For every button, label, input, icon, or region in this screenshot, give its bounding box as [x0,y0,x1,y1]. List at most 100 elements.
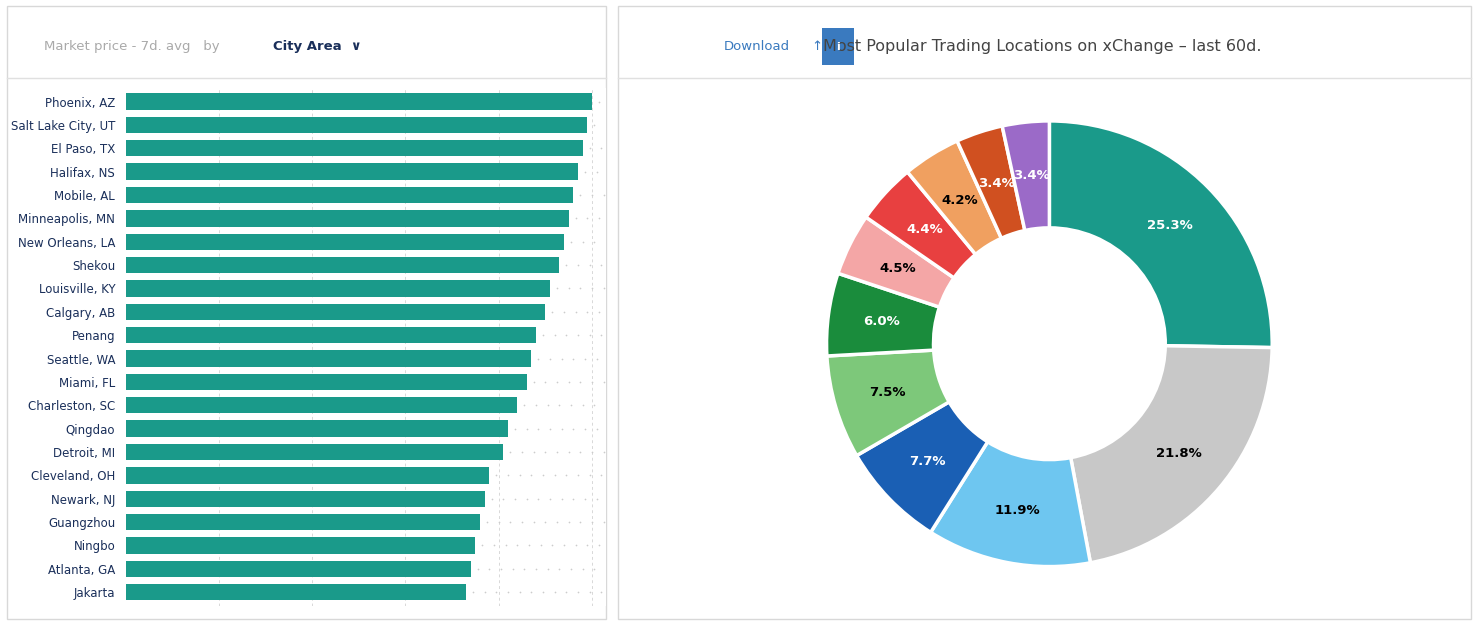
Point [587,541,610,551]
Point [587,213,610,223]
Point [537,400,560,410]
Point [562,494,585,504]
Bar [126,584,466,601]
Text: Most Popular Trading Locations on xChange – last 60d.: Most Popular Trading Locations on xChang… [823,39,1261,54]
Point [534,517,557,527]
Point [590,143,613,153]
Text: 4.2%: 4.2% [941,194,978,207]
Point [566,588,590,598]
Bar [126,444,504,460]
Point [569,517,593,527]
Point [501,564,525,574]
Point [569,447,593,457]
Point [545,517,569,527]
Point [573,167,597,177]
Point [508,588,532,598]
Point [494,541,517,551]
Point [575,541,599,551]
Wedge shape [907,141,1002,254]
Point [554,588,578,598]
Point [485,471,508,481]
Point [497,588,520,598]
Bar [126,187,573,203]
Text: Download: Download [724,41,791,53]
Point [581,377,605,387]
Point [520,471,544,481]
Point [590,260,613,270]
Point [498,447,522,457]
Point [578,471,602,481]
Point [522,517,545,527]
Point [505,541,529,551]
Point [557,284,581,294]
Point [489,564,513,574]
Point [581,517,605,527]
Point [542,330,566,340]
Point [557,377,581,387]
Point [547,564,571,574]
Text: 6.0%: 6.0% [863,315,900,328]
Point [581,284,605,294]
Point [569,190,593,200]
Point [547,400,571,410]
Point [531,471,554,481]
Point [513,400,537,410]
Point [482,541,505,551]
Bar [126,117,587,133]
Wedge shape [1049,121,1273,348]
Point [569,284,593,294]
Point [522,377,545,387]
Wedge shape [866,172,975,278]
Point [498,517,522,527]
Point [591,517,615,527]
Point [573,494,597,504]
Point [563,213,587,223]
Point [534,447,557,457]
Point [522,447,545,457]
Point [537,564,560,574]
Bar [126,327,537,343]
Wedge shape [958,126,1024,238]
Point [578,588,602,598]
Text: 3.4%: 3.4% [1012,169,1049,182]
Bar [126,140,582,156]
Point [585,494,609,504]
Point [550,354,573,364]
Point [513,564,537,574]
Point [545,377,569,387]
Point [566,260,590,270]
Point [578,330,602,340]
Bar [126,468,489,484]
Point [582,120,606,130]
Point [529,541,553,551]
Bar [126,351,532,367]
Point [587,96,610,106]
Bar [126,491,485,507]
Point [480,494,504,504]
Point [554,330,578,340]
Point [554,260,578,270]
Text: 4.4%: 4.4% [906,222,943,236]
Point [590,471,613,481]
Point [517,541,541,551]
Point [538,354,562,364]
Point [503,424,526,434]
Point [526,424,550,434]
Point [578,143,602,153]
Text: 25.3%: 25.3% [1147,219,1193,231]
Point [550,494,573,504]
Point [545,284,569,294]
Bar [126,374,526,390]
Point [526,494,550,504]
Wedge shape [1002,121,1049,231]
Wedge shape [931,442,1091,567]
Text: 7.5%: 7.5% [869,386,906,399]
Point [566,471,590,481]
Point [477,564,501,574]
Point [545,447,569,457]
Point [587,307,610,317]
Bar [126,514,480,530]
Point [575,213,599,223]
Text: 11.9%: 11.9% [995,504,1041,517]
Wedge shape [826,273,940,356]
